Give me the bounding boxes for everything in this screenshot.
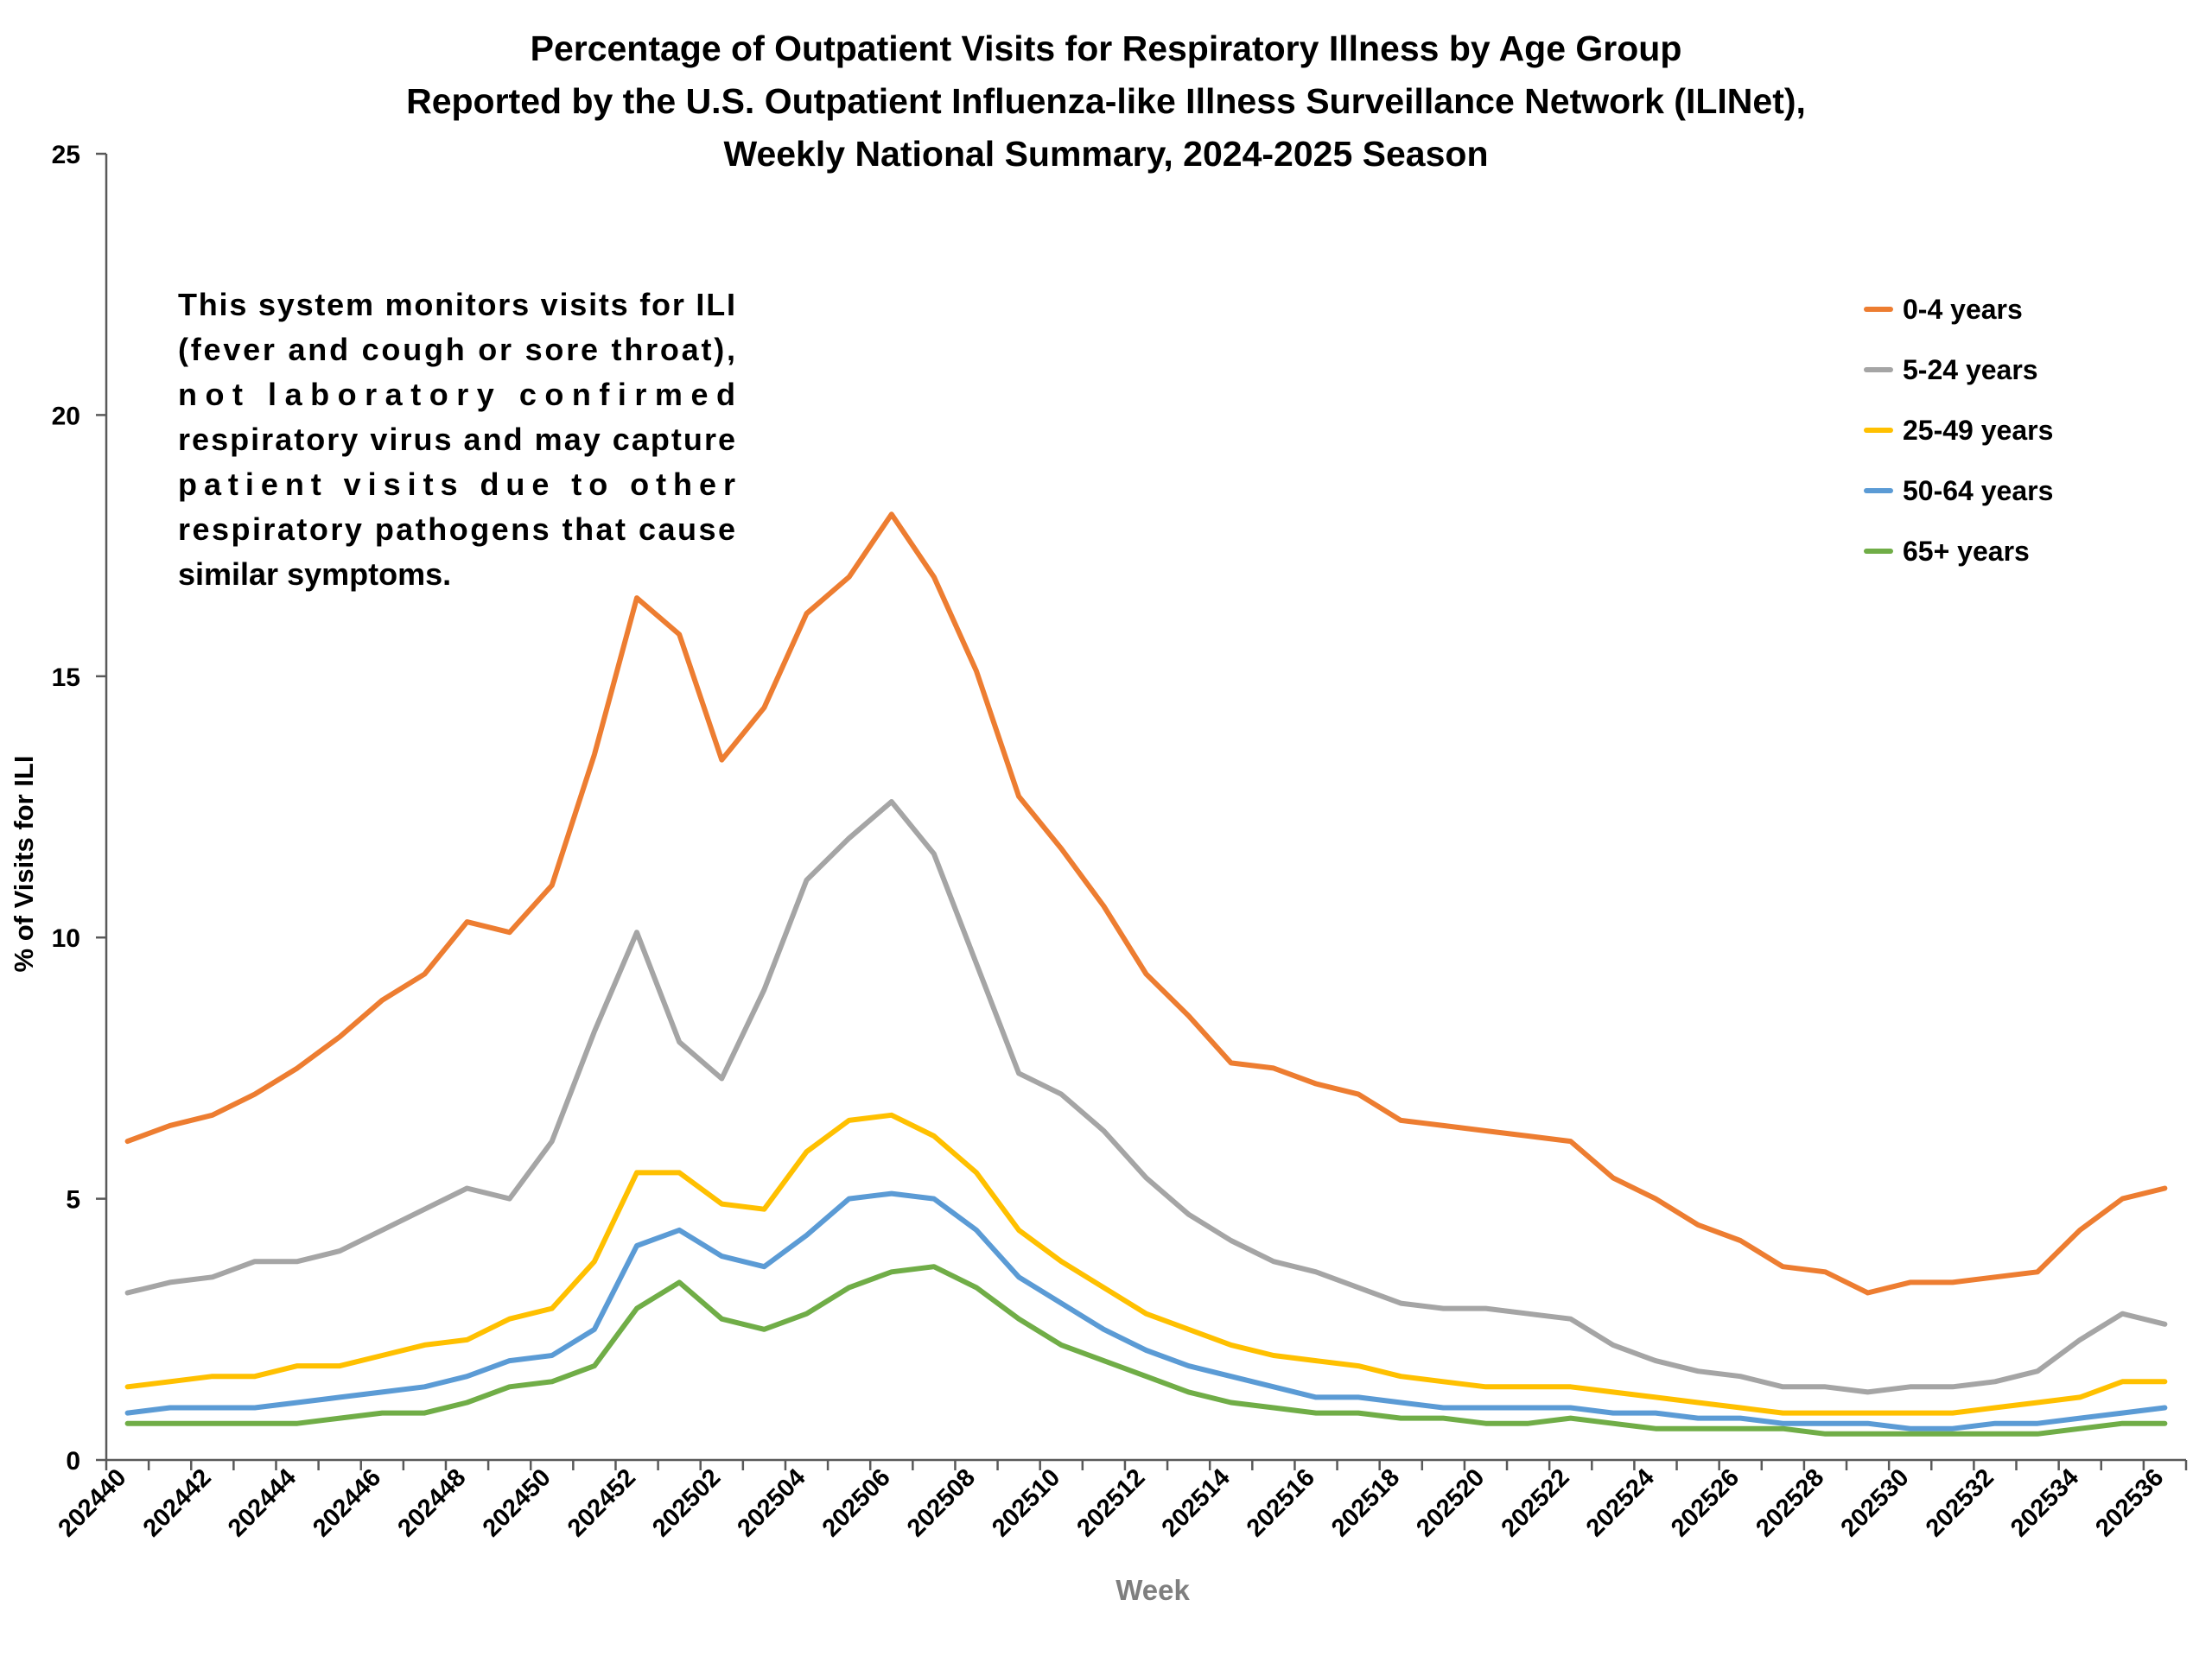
chart-title-line-3: Weekly National Summary, 2024-2025 Seaso… <box>724 134 1489 174</box>
series-line-5-24-years <box>124 799 2168 1395</box>
legend-label: 50-64 years <box>1903 475 2053 506</box>
legend: 0-4 years 5-24 years 25-49 years 50-64 year… <box>1864 294 2053 567</box>
series-line-50-64-years <box>124 1190 2168 1431</box>
chart-title: Percentage of Outpatient Visits for Resp… <box>406 29 1806 174</box>
annotation-box: This system monitors visits for ILI (feve… <box>178 287 735 592</box>
y-tick-label: 15 <box>52 663 80 692</box>
y-tick-label: 10 <box>52 924 80 953</box>
y-axis-label: % of Visits for ILI <box>9 756 39 973</box>
annotation-line: respiratory virus and may capture <box>178 422 735 457</box>
legend-label: 65+ years <box>1903 536 2030 567</box>
series-line-65-years <box>124 1264 2168 1437</box>
x-axis-label: Week <box>1116 1574 1190 1606</box>
legend-label: 5-24 years <box>1903 354 2038 385</box>
chart-title-line-2: Reported by the U.S. Outpatient Influenz… <box>406 81 1806 121</box>
annotation-line: (fever and cough or sore throat), <box>178 332 735 367</box>
legend-label: 0-4 years <box>1903 294 2023 325</box>
y-tick-label: 0 <box>66 1447 80 1476</box>
legend-label: 25-49 years <box>1903 415 2053 446</box>
y-tick-label: 20 <box>52 402 80 430</box>
axes <box>96 152 2188 1470</box>
annotation-line: not laboratory confirmed <box>178 377 735 412</box>
series-line-25-49-years <box>124 1112 2168 1416</box>
series-line-0-4-years <box>124 511 2168 1296</box>
annotation-line: similar symptoms. <box>178 556 451 592</box>
chart-title-line-1: Percentage of Outpatient Visits for Resp… <box>531 29 1682 68</box>
y-tick-label: 5 <box>66 1186 80 1215</box>
y-tick-labels: 0 5 10 15 20 25 <box>52 141 80 1476</box>
y-tick-label: 25 <box>52 141 80 169</box>
annotation-line: respiratory pathogens that cause <box>178 511 735 547</box>
series-lines <box>124 511 2168 1437</box>
annotation-line: patient visits due to other <box>178 467 735 502</box>
annotation-line: This system monitors visits for ILI <box>178 287 735 322</box>
